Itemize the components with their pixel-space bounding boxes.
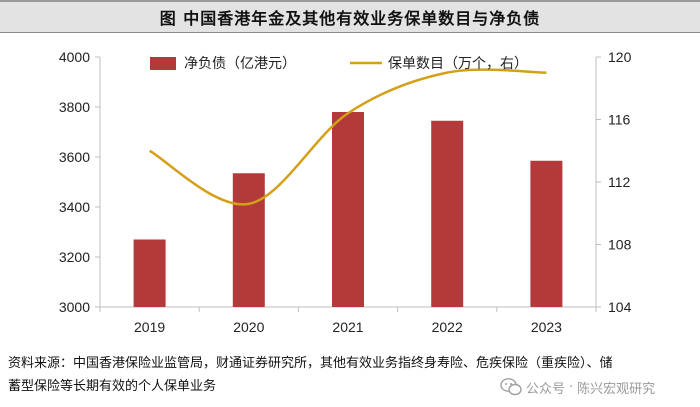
x-tick-label: 2023 bbox=[531, 319, 562, 335]
watermark: 公众号 · 陈兴宏观研究 bbox=[500, 375, 700, 399]
figure-title: 图 中国香港年金及其他有效业务保单数目与净负债 bbox=[159, 9, 541, 28]
watermark-name: 陈兴宏观研究 bbox=[577, 381, 656, 397]
bar-2023 bbox=[530, 160, 563, 307]
figure-title-bar: 图 中国香港年金及其他有效业务保单数目与净负债 bbox=[0, 0, 700, 33]
right-tick-label: 112 bbox=[608, 174, 631, 190]
left-tick-label: 3400 bbox=[59, 199, 90, 215]
left-tick-label: 3200 bbox=[59, 249, 90, 265]
x-tick-label: 2019 bbox=[134, 319, 165, 335]
right-tick-label: 116 bbox=[608, 112, 631, 128]
left-tick-label: 4000 bbox=[59, 49, 90, 65]
x-tick-label: 2021 bbox=[332, 319, 363, 335]
bar-2022 bbox=[431, 120, 464, 307]
legend-bar-label: 净负债（亿港元） bbox=[184, 56, 296, 72]
bar-2021 bbox=[332, 112, 364, 307]
source-note: 资料来源：中国香港保险业监管局，财通证券研究所，其他有效业务指终身寿险、危疾保险… bbox=[8, 356, 613, 394]
left-tick-label: 3000 bbox=[59, 299, 90, 315]
watermark-separator: · bbox=[569, 379, 574, 395]
x-tick-label: 2022 bbox=[432, 319, 463, 335]
right-tick-label: 104 bbox=[608, 299, 632, 315]
wechat-icon bbox=[500, 378, 522, 396]
right-tick-label: 120 bbox=[608, 49, 632, 65]
right-tick-label: 108 bbox=[608, 237, 632, 253]
bar-2019 bbox=[133, 239, 166, 307]
watermark-prefix: 公众号 bbox=[526, 381, 566, 397]
legend-line-label: 保单数目（万个，右） bbox=[388, 56, 528, 72]
left-tick-label: 3600 bbox=[59, 149, 90, 165]
legend-bar-swatch bbox=[150, 57, 176, 70]
policy-count-line bbox=[148, 68, 547, 206]
x-tick-label: 2020 bbox=[233, 319, 264, 335]
left-tick-label: 3800 bbox=[59, 99, 90, 115]
bar-2020 bbox=[232, 173, 265, 307]
combo-chart: 3000 3200 3400 3600 3800 4000 104 108 112 116 120 2… bbox=[59, 49, 632, 335]
